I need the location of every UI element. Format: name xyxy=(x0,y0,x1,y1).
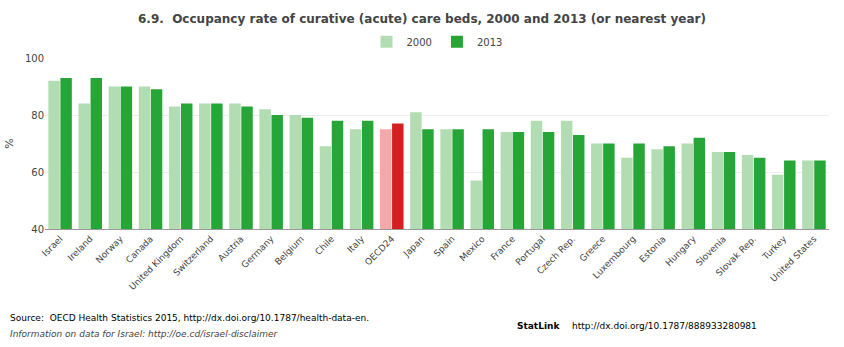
svg-text:Turkey: Turkey xyxy=(760,233,789,262)
svg-text:United Kingdom: United Kingdom xyxy=(127,234,185,292)
svg-text:Information on data for Israel: Information on data for Israel: http://o… xyxy=(10,329,279,339)
svg-text:United States: United States xyxy=(768,234,818,284)
svg-text:Estonia: Estonia xyxy=(637,234,668,265)
svg-text:http://dx.doi.org/10.1787/8889: http://dx.doi.org/10.1787/888933280981 xyxy=(572,321,757,331)
svg-text:Austria: Austria xyxy=(216,234,246,264)
svg-text:Canada: Canada xyxy=(124,234,155,265)
svg-text:Hungary: Hungary xyxy=(664,233,699,268)
svg-text:Switzerland: Switzerland xyxy=(171,234,215,278)
svg-text:Norway: Norway xyxy=(94,233,126,265)
svg-text:Ireland: Ireland xyxy=(66,234,95,263)
svg-text:60: 60 xyxy=(31,167,44,178)
svg-text:StatLink: StatLink xyxy=(517,321,560,331)
svg-text:Source: OECD Health Statistic: Source: OECD Health Statistics 2015, htt… xyxy=(10,313,369,323)
svg-text:Czech Rep.: Czech Rep. xyxy=(535,234,577,276)
svg-text:2000: 2000 xyxy=(407,37,432,48)
svg-text:2013: 2013 xyxy=(477,37,502,48)
svg-text:100: 100 xyxy=(25,53,44,64)
svg-text:Belgium: Belgium xyxy=(273,234,306,267)
svg-text:France: France xyxy=(489,234,518,263)
svg-text:40: 40 xyxy=(31,224,44,235)
svg-text:6.9. Occupancy rate of curati: 6.9. Occupancy rate of curative (acute) … xyxy=(138,12,706,26)
svg-text:Japan: Japan xyxy=(401,234,427,260)
svg-text:Portugal: Portugal xyxy=(514,234,547,267)
svg-text:Chile: Chile xyxy=(313,234,336,257)
svg-text:Slovenia: Slovenia xyxy=(694,234,728,268)
svg-text:Italy: Italy xyxy=(345,233,366,254)
svg-text:Luxembourg: Luxembourg xyxy=(591,234,638,281)
svg-text:Israel: Israel xyxy=(40,234,64,258)
svg-text:Mexico: Mexico xyxy=(458,233,488,263)
svg-text:Germany: Germany xyxy=(239,233,276,270)
svg-text:Spain: Spain xyxy=(432,234,457,259)
svg-text:Slovak Rep.: Slovak Rep. xyxy=(714,234,758,278)
svg-text:%: % xyxy=(3,138,16,148)
svg-text:80: 80 xyxy=(31,110,44,121)
svg-text:OECD24: OECD24 xyxy=(363,234,397,268)
svg-text:Greece: Greece xyxy=(578,234,608,264)
